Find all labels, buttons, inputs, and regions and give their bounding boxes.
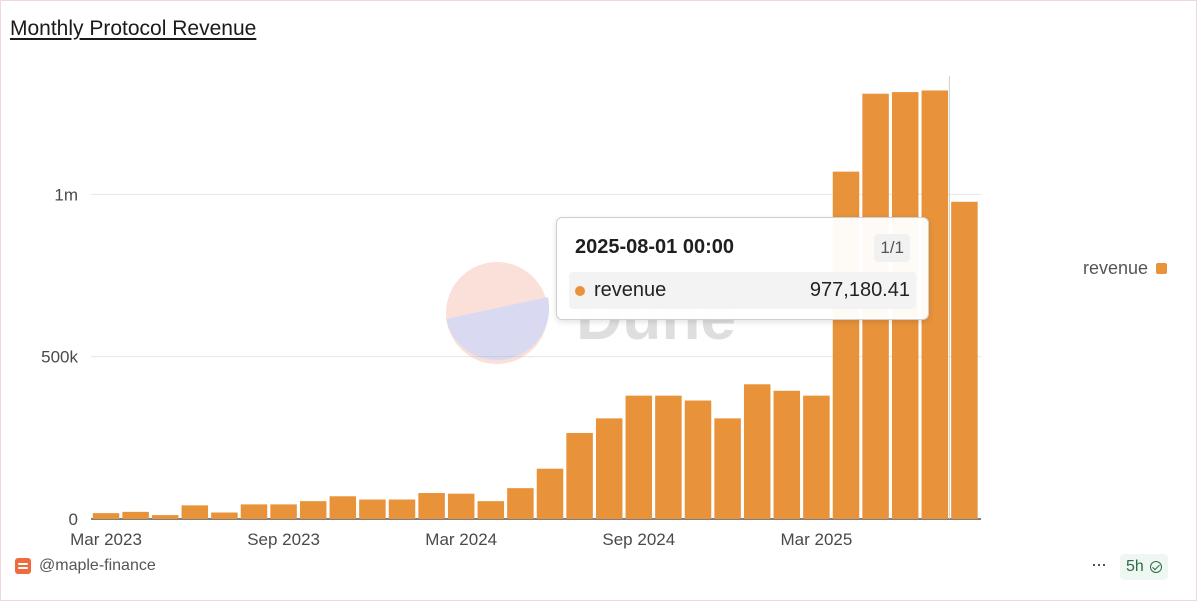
tooltip-value: 977,180.41	[809, 279, 910, 301]
x-tick-label: Mar 2023	[70, 530, 142, 549]
tooltip-row: revenue 977,180.41	[569, 272, 916, 309]
x-axis: Mar 2023 Sep 2023 Mar 2024 Sep 2024 Mar 2025	[70, 530, 852, 549]
bar[interactable]	[359, 499, 386, 519]
bar[interactable]	[803, 395, 830, 519]
series-dot-icon	[575, 285, 585, 296]
y-axis: 0 500k 1m	[41, 185, 78, 529]
bar[interactable]	[684, 400, 712, 519]
bar[interactable]	[714, 418, 741, 519]
grid-lines	[91, 193, 981, 520]
bar[interactable]	[447, 493, 475, 519]
bar[interactable]	[595, 418, 623, 519]
x-tick-label: Mar 2024	[425, 530, 497, 549]
bar-series	[92, 90, 978, 520]
bar[interactable]	[151, 515, 179, 519]
bar[interactable]	[418, 493, 445, 519]
bar[interactable]	[211, 512, 238, 519]
bar[interactable]	[388, 499, 416, 519]
more-options-button[interactable]: ···	[1091, 554, 1107, 574]
maple-logo-icon	[15, 558, 31, 574]
chart-title[interactable]: Monthly Protocol Revenue	[10, 17, 257, 40]
age-label: 5h	[1126, 558, 1144, 575]
bar[interactable]	[270, 504, 297, 519]
legend[interactable]: revenue	[1083, 258, 1168, 279]
bar[interactable]	[507, 488, 534, 519]
bar[interactable]	[122, 511, 149, 519]
x-tick-label: Sep 2023	[247, 530, 320, 549]
check-circle-icon	[1149, 561, 1162, 573]
bar[interactable]	[773, 390, 801, 519]
tooltip: 2025-08-01 00:00 1/1 revenue 977,180.41	[556, 217, 929, 320]
bar[interactable]	[299, 501, 327, 519]
bar[interactable]	[743, 384, 771, 519]
refresh-status-badge[interactable]: 5h	[1120, 554, 1168, 580]
bar[interactable]	[536, 468, 564, 519]
y-tick-label: 1m	[54, 185, 78, 204]
y-tick-label: 500k	[41, 348, 78, 367]
tooltip-date: 2025-08-01 00:00	[575, 236, 735, 258]
bar[interactable]	[477, 501, 505, 519]
bar[interactable]	[92, 513, 120, 519]
bar[interactable]	[655, 395, 682, 519]
tooltip-series-name: revenue	[594, 279, 667, 301]
watermark-logo-lower	[446, 297, 550, 361]
watermark-logo-icon	[446, 262, 548, 364]
bar[interactable]	[181, 505, 209, 519]
x-tick-label: Mar 2025	[780, 530, 852, 549]
legend-swatch-icon	[1156, 263, 1168, 274]
bar[interactable]	[566, 432, 593, 519]
owner-link[interactable]: @maple-finance	[15, 557, 156, 575]
bar[interactable]	[625, 395, 653, 519]
tooltip-count: 1/1	[874, 234, 910, 262]
y-tick-label: 0	[69, 510, 78, 529]
owner-handle: @maple-finance	[39, 557, 156, 574]
bar[interactable]	[240, 504, 268, 519]
bar[interactable]	[329, 496, 357, 519]
x-tick-label: Sep 2024	[602, 530, 675, 549]
bar[interactable]	[951, 201, 978, 519]
legend-label: revenue	[1083, 258, 1149, 278]
